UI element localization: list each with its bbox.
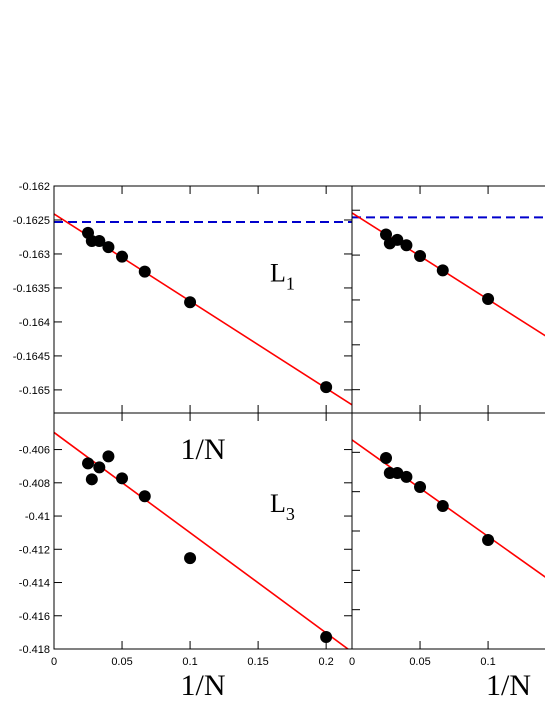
point: [320, 631, 333, 644]
point: [414, 480, 427, 493]
x-axis-label: 1/N: [181, 433, 226, 466]
x-tick-label: 0.1: [480, 656, 495, 668]
panel-label: L3: [270, 489, 295, 524]
x-axis-label: 1/N: [181, 669, 226, 702]
point: [482, 534, 495, 547]
point: [184, 552, 197, 565]
y-tick-label: -0.1625: [13, 215, 50, 227]
point: [391, 466, 404, 479]
fit-line: [352, 212, 545, 337]
x-tick-label: 0.1: [182, 656, 197, 668]
x-tick-label: 0.2: [318, 656, 333, 668]
point: [436, 500, 449, 513]
point: [400, 470, 413, 483]
x-tick-label: 0.15: [247, 656, 268, 668]
panel-label-main: L: [270, 489, 286, 518]
y-tick-label: -0.412: [19, 544, 50, 556]
point: [93, 461, 106, 474]
y-tick-label: -0.1645: [13, 351, 50, 363]
plot-area: [54, 431, 350, 649]
point: [138, 265, 151, 278]
axes-frame: [53, 185, 353, 414]
point: [380, 452, 393, 465]
y-tick-label: -0.418: [19, 644, 50, 656]
fit-line: [352, 439, 545, 578]
x-tick-label: 0: [349, 656, 355, 668]
x-tick-label: 0: [51, 656, 57, 668]
y-tick-label: -0.163: [19, 249, 50, 261]
plot-area: [352, 439, 545, 578]
x-axis-label: 1/N: [486, 669, 531, 702]
point: [391, 233, 404, 246]
point: [184, 296, 197, 309]
panel-label: L1: [270, 258, 295, 293]
point: [482, 293, 495, 306]
plot-area: [352, 212, 545, 337]
y-tick-label: -0.416: [19, 611, 50, 623]
x-tick-label: 0.05: [111, 656, 132, 668]
point: [82, 457, 95, 470]
plot-area: [54, 213, 352, 406]
y-tick-label: -0.41: [25, 511, 50, 523]
panel-label-sub: 3: [286, 504, 295, 524]
y-tick-label: -0.165: [19, 385, 50, 397]
point: [138, 490, 151, 503]
point: [102, 450, 115, 463]
point: [380, 228, 393, 241]
y-tick-label: -0.414: [19, 578, 50, 590]
point: [436, 264, 449, 277]
point: [320, 381, 333, 394]
axes-frame: [351, 185, 545, 414]
x-tick-label: 0.05: [409, 656, 430, 668]
point: [102, 241, 115, 254]
panel-label-main: L: [270, 258, 286, 287]
panel-label-sub: 1: [286, 273, 295, 293]
y-tick-label: -0.408: [19, 478, 50, 490]
point: [93, 235, 106, 248]
point: [116, 472, 129, 485]
point: [414, 249, 427, 262]
y-tick-label: -0.162: [19, 181, 50, 193]
point: [400, 239, 413, 252]
axes-frame: [351, 412, 545, 650]
point: [116, 250, 129, 263]
y-tick-label: -0.164: [19, 317, 50, 329]
point: [85, 473, 98, 486]
y-tick-label: -0.406: [19, 445, 50, 457]
y-tick-label: -0.1635: [13, 283, 50, 295]
